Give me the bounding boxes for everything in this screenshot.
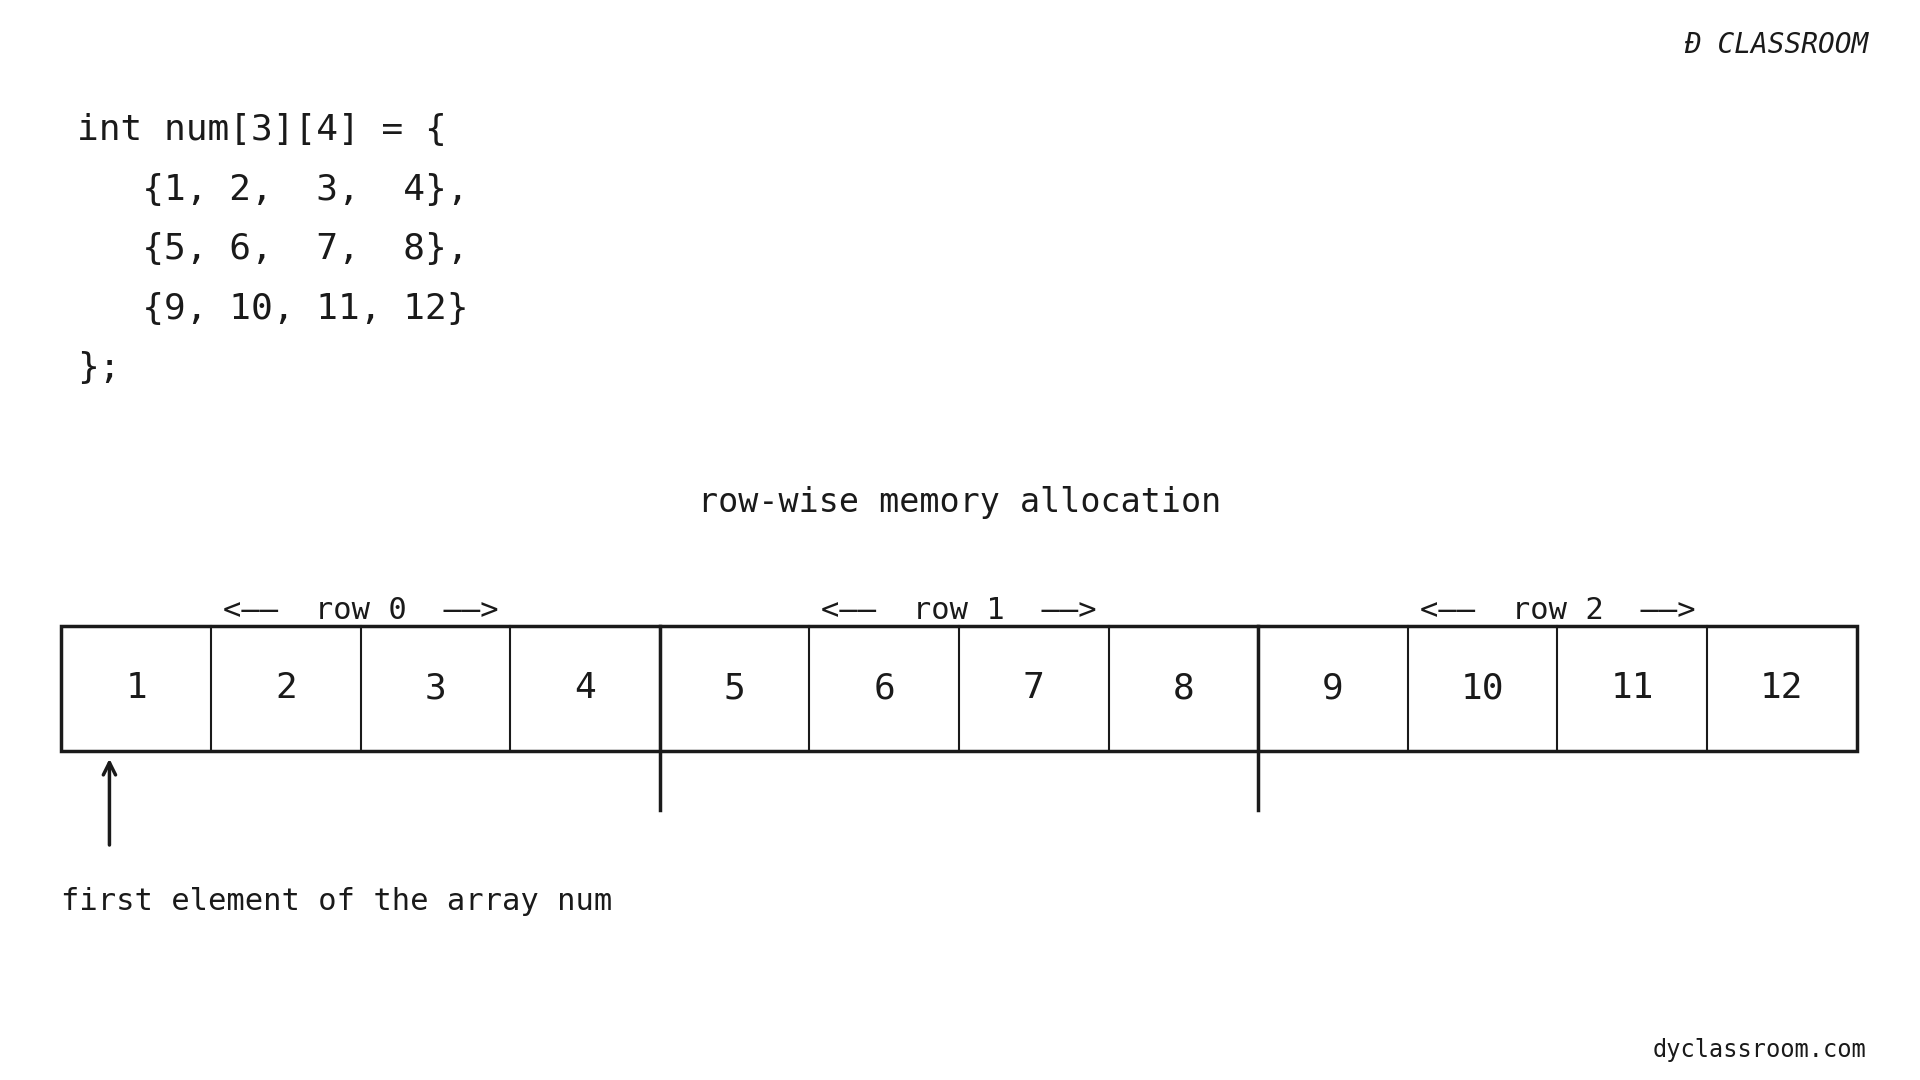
Text: 8: 8: [1173, 672, 1194, 705]
Text: 7: 7: [1023, 672, 1044, 705]
Text: first element of the array num: first element of the array num: [61, 888, 612, 916]
Text: 10: 10: [1461, 672, 1505, 705]
Text: 4: 4: [574, 672, 595, 705]
Text: Đ CLASSROOM: Đ CLASSROOM: [1684, 31, 1868, 59]
Text: };: };: [77, 351, 121, 384]
Text: int num[3][4] = {: int num[3][4] = {: [77, 113, 447, 147]
Text: 9: 9: [1323, 672, 1344, 705]
Text: {5, 6,  7,  8},: {5, 6, 7, 8},: [77, 232, 468, 266]
Text: <——  row 1  ——>: <—— row 1 ——>: [822, 596, 1096, 624]
Text: 2: 2: [275, 672, 298, 705]
Text: row-wise memory allocation: row-wise memory allocation: [699, 486, 1221, 518]
Bar: [61, 626, 1857, 751]
Text: <——  row 0  ——>: <—— row 0 ——>: [223, 596, 499, 624]
Text: <——  row 2  ——>: <—— row 2 ——>: [1419, 596, 1695, 624]
Text: 6: 6: [874, 672, 895, 705]
Text: dyclassroom.com: dyclassroom.com: [1653, 1038, 1866, 1062]
Text: 1: 1: [125, 672, 148, 705]
Text: 3: 3: [424, 672, 445, 705]
Text: 12: 12: [1761, 672, 1803, 705]
Text: {9, 10, 11, 12}: {9, 10, 11, 12}: [77, 292, 468, 325]
Text: 11: 11: [1611, 672, 1653, 705]
Text: {1, 2,  3,  4},: {1, 2, 3, 4},: [77, 173, 468, 206]
Text: 5: 5: [724, 672, 745, 705]
